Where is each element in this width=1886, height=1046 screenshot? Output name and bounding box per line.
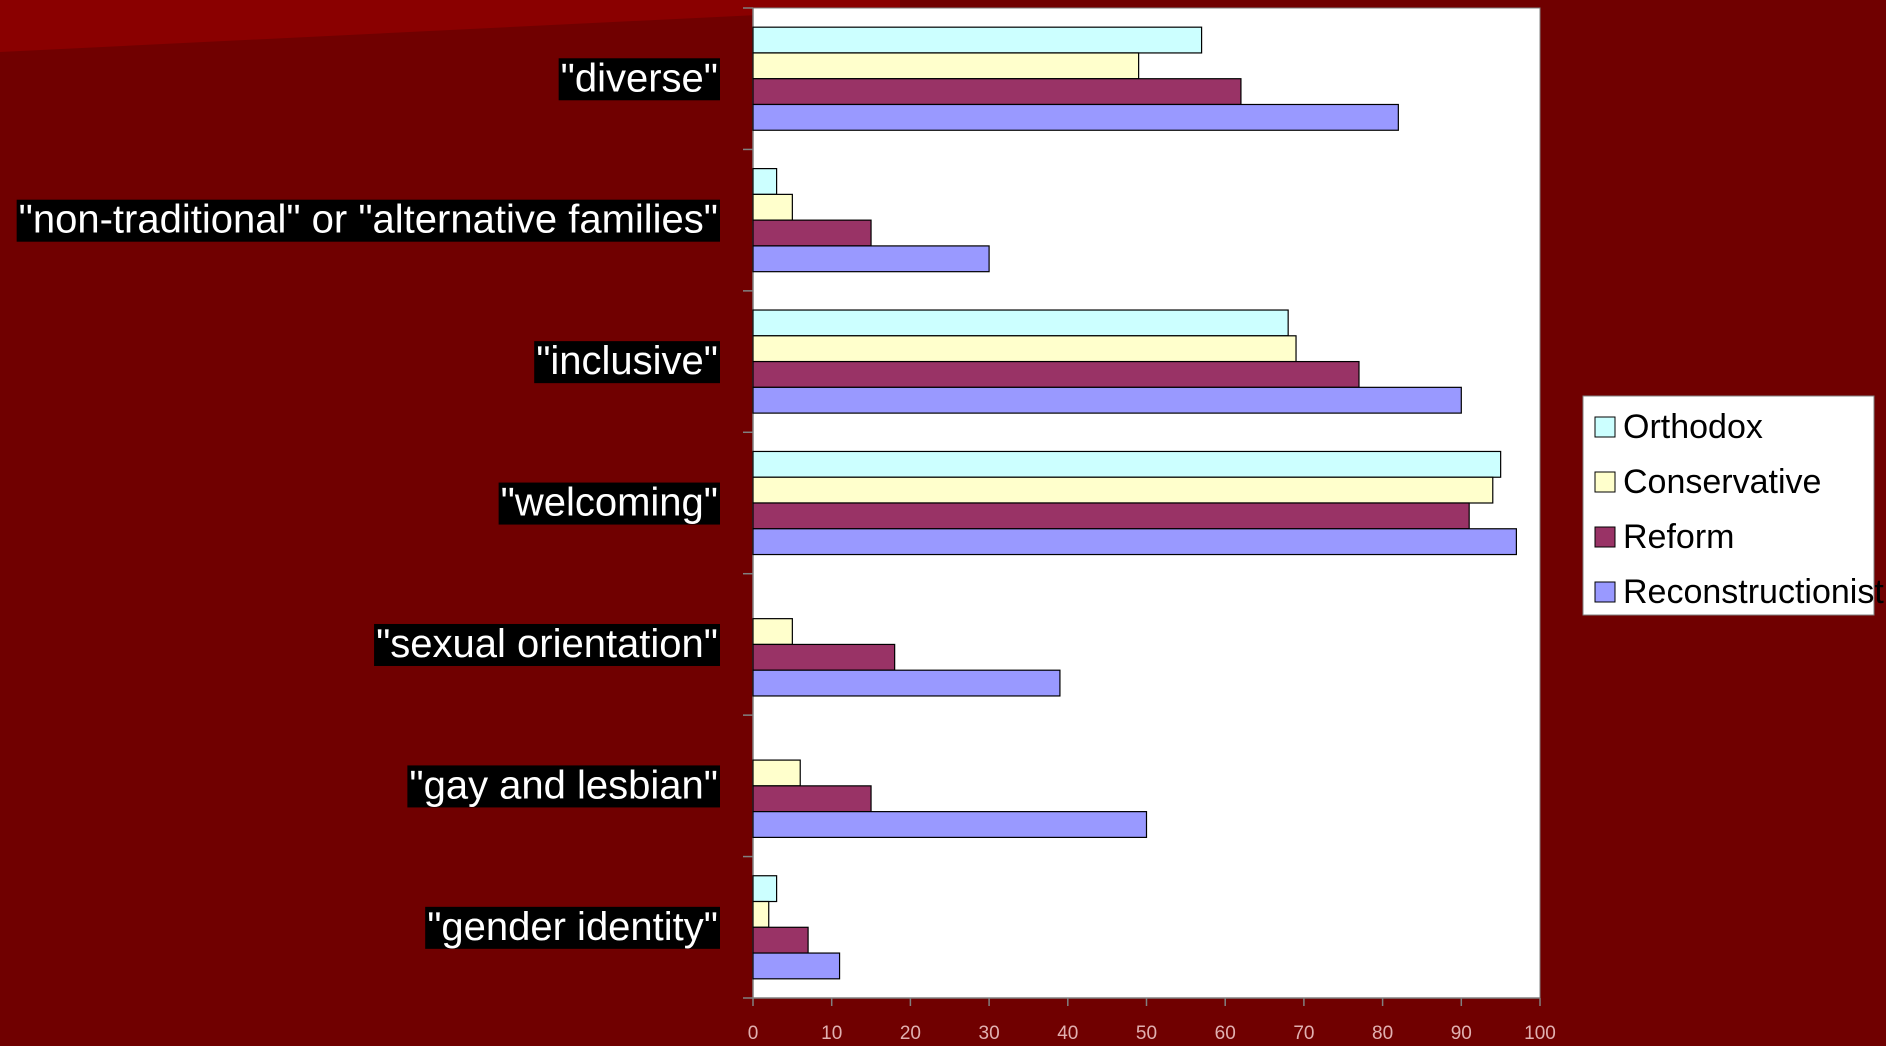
bar bbox=[752, 476, 1494, 504]
legend-label: Orthodox bbox=[1623, 408, 1763, 446]
bar bbox=[752, 450, 1502, 478]
x-tick-label: 0 bbox=[748, 1023, 759, 1044]
x-tick-label: 50 bbox=[1136, 1023, 1157, 1044]
legend-swatch bbox=[1594, 471, 1616, 493]
bar bbox=[752, 26, 1203, 54]
bar bbox=[752, 168, 778, 195]
bar bbox=[752, 759, 801, 787]
x-tick-label: 60 bbox=[1215, 1023, 1236, 1044]
category-label-group: "non-traditional" or "alternative famili… bbox=[16, 198, 720, 242]
background-wedge bbox=[0, 0, 900, 52]
x-tick-label: 30 bbox=[979, 1023, 1000, 1044]
x-tick-label: 80 bbox=[1372, 1023, 1393, 1044]
category-label: "gay and lesbian" bbox=[409, 763, 718, 807]
x-tick-label: 20 bbox=[900, 1023, 921, 1044]
bar bbox=[752, 643, 896, 671]
bar bbox=[752, 245, 990, 273]
category-label-group: "gay and lesbian" bbox=[407, 763, 720, 808]
category-label: "inclusive" bbox=[536, 339, 718, 383]
category-label-background bbox=[498, 482, 720, 525]
x-tick-label: 70 bbox=[1293, 1023, 1314, 1044]
legend-label: Reconstructionist bbox=[1623, 573, 1884, 611]
legend-swatch bbox=[1594, 416, 1616, 438]
category-label: "sexual orientation" bbox=[376, 622, 718, 666]
category-label-group: "sexual orientation" bbox=[374, 622, 720, 666]
bar bbox=[752, 875, 778, 903]
category-label-group: "inclusive" bbox=[534, 339, 720, 384]
bar bbox=[752, 219, 872, 247]
bar bbox=[752, 78, 1242, 106]
x-tick-label: 40 bbox=[1057, 1023, 1078, 1044]
category-label-background bbox=[374, 623, 720, 666]
legend-swatch bbox=[1594, 526, 1616, 548]
legend-swatch bbox=[1594, 581, 1616, 603]
category-label-background bbox=[425, 906, 720, 949]
category-label: "gender identity" bbox=[427, 905, 718, 949]
category-label-group: "diverse" bbox=[558, 56, 720, 101]
bar bbox=[752, 926, 809, 954]
bar bbox=[752, 335, 1297, 363]
x-tick-label: 90 bbox=[1451, 1023, 1472, 1044]
bar bbox=[752, 952, 841, 980]
category-label-group: "gender identity" bbox=[425, 905, 720, 949]
bar bbox=[752, 618, 793, 646]
category-label: "non-traditional" or "alternative famili… bbox=[19, 198, 718, 242]
x-tick-label: 10 bbox=[821, 1023, 842, 1044]
bar bbox=[752, 528, 1517, 556]
category-label: "welcoming" bbox=[501, 481, 718, 525]
x-tick-label: 100 bbox=[1524, 1023, 1556, 1044]
bar bbox=[752, 103, 1399, 131]
bar bbox=[752, 309, 1289, 337]
bar bbox=[752, 900, 770, 928]
bar bbox=[752, 386, 1462, 414]
category-label: "diverse" bbox=[561, 56, 718, 100]
bar bbox=[752, 502, 1470, 530]
category-label-group: "welcoming" bbox=[498, 481, 720, 525]
category-label-background bbox=[407, 765, 720, 808]
bar bbox=[752, 669, 1061, 697]
legend-box bbox=[1582, 395, 1875, 616]
legend-label: Conservative bbox=[1623, 463, 1821, 501]
bar bbox=[752, 360, 1360, 388]
category-label-background bbox=[16, 199, 720, 242]
bar bbox=[752, 193, 793, 221]
bar bbox=[752, 52, 1140, 80]
category-label-background bbox=[558, 58, 720, 101]
bar bbox=[752, 785, 872, 813]
bar bbox=[752, 811, 1148, 838]
legend-label: Reform bbox=[1623, 518, 1734, 556]
category-label-background bbox=[534, 341, 720, 384]
